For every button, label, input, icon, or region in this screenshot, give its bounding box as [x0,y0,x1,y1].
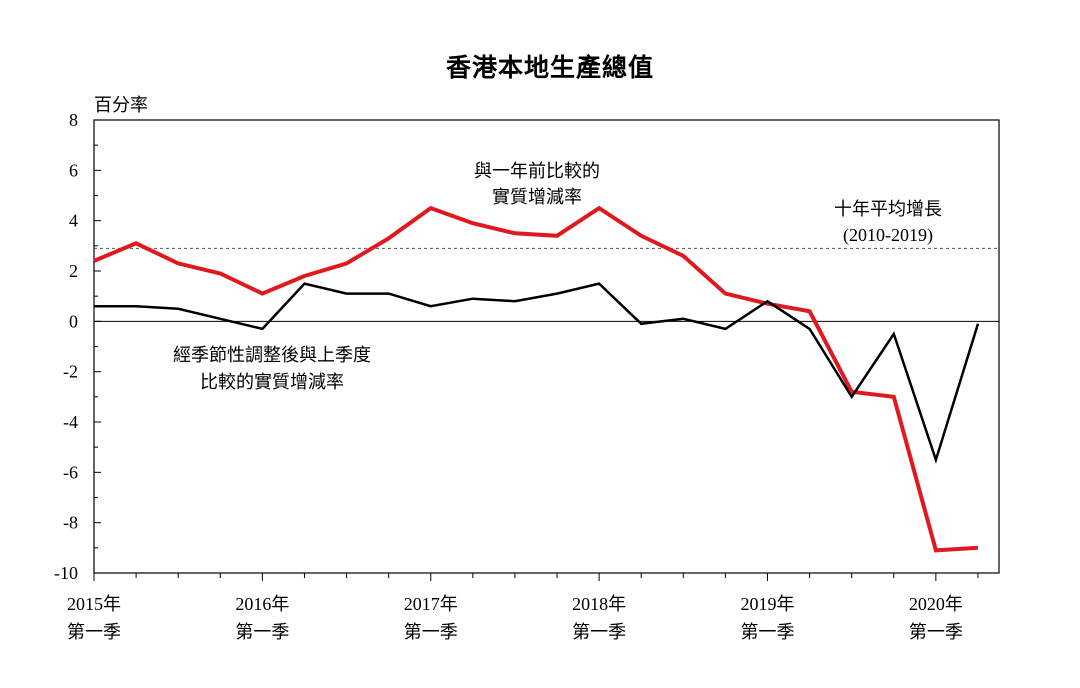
red-series-annotation-line2: 實質增減率 [492,187,582,208]
x-tick-year-label: 2020年 [909,594,963,614]
x-tick-year-label: 2017年 [404,594,458,614]
chart-title: 香港本地生產總值 [445,53,654,82]
y-tick-label: -2 [63,362,78,382]
x-tick-quarter-label: 第一季 [909,622,963,643]
series-group [93,205,980,553]
reference-line-label-line1: 十年平均增長 [834,199,942,220]
x-tick-quarter-label: 第一季 [572,622,626,643]
x-tick-year-label: 2015年 [67,594,121,614]
y-tick-label: -6 [63,462,78,482]
reference-line-label-line2: (2010-2019) [843,225,933,246]
y-tick-label: 4 [69,211,78,231]
y-tick-label: 2 [69,261,78,281]
x-tick-year-label: 2019年 [740,594,794,614]
series-line-yoy [93,205,979,553]
black-series-annotation-line1: 經季節性調整後與上季度 [173,345,371,366]
black-series-annotation-line2: 比較的實質增減率 [200,372,344,393]
y-tick-label: -4 [63,412,78,432]
red-series-annotation-line1: 與一年前比較的 [474,161,600,182]
x-tick-year-label: 2018年 [572,594,626,614]
y-axis-label: 百分率 [94,95,148,116]
series-line-qoq [94,282,980,464]
y-tick-label: 0 [69,311,78,331]
y-tick-label: 8 [69,110,78,130]
x-tick-quarter-label: 第一季 [67,622,121,643]
x-tick-year-label: 2016年 [235,594,289,614]
y-tick-label: 6 [69,160,78,180]
x-tick-quarter-label: 第一季 [404,622,458,643]
x-tick-quarter-label: 第一季 [235,622,289,643]
y-tick-label: -8 [63,513,78,533]
y-tick-label: -10 [54,563,78,583]
x-tick-quarter-label: 第一季 [740,622,794,643]
